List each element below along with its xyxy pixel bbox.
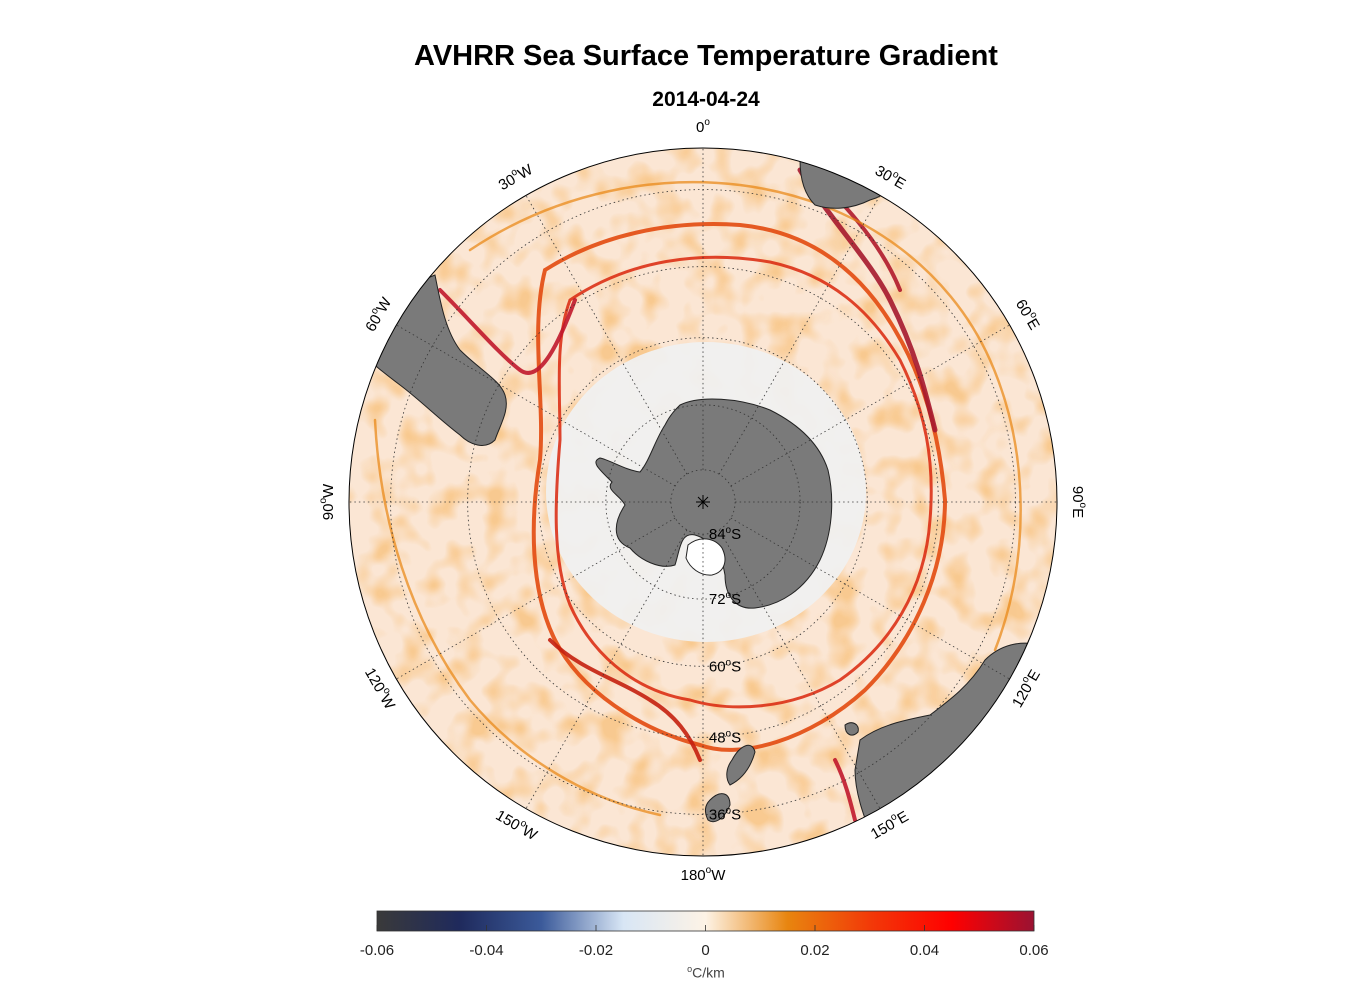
- longitude-label: 90oW: [318, 483, 337, 520]
- front-outer-west: [373, 418, 662, 817]
- map-disc: [349, 148, 1057, 856]
- latitude-labels: 84oS 72oS 60oS 48oS 36oS: [709, 525, 741, 823]
- front-outer: [468, 180, 1022, 652]
- front-south-pacific: [548, 638, 702, 762]
- front-polar: [554, 255, 933, 709]
- longitude-label: 60oW: [360, 293, 395, 335]
- front-subantarctic: [531, 222, 947, 752]
- colorbar-tick-label: 0.04: [909, 942, 940, 959]
- longitude-label: 30oW: [495, 159, 537, 194]
- colorbar-tick-label: -0.04: [469, 942, 504, 959]
- colorbar-tick-label: 0.06: [1019, 942, 1049, 959]
- chart-title: AVHRR Sea Surface Temperature Gradient: [414, 40, 998, 72]
- south-pole-marker: [696, 495, 710, 509]
- longitude-label: 90oE: [1069, 486, 1088, 518]
- colorbar-tick-label: 0.02: [800, 942, 830, 959]
- colorbar-tick-label: -0.02: [578, 942, 614, 959]
- latitude-label: 84oS: [709, 525, 741, 543]
- longitude-labels: 0o30oE60oE90oE120oE150oE180oW150oW120oW9…: [318, 117, 1089, 884]
- colorbar-tick-marks: [376, 925, 1035, 931]
- ice-shelves: [685, 538, 726, 576]
- longitude-label: 30oE: [872, 160, 910, 193]
- graticule: [349, 148, 1057, 856]
- latitude-label: 48oS: [709, 728, 741, 746]
- front-acc-east: [797, 167, 938, 433]
- parallel-72s: [605, 404, 801, 600]
- latitude-label: 36oS: [709, 805, 741, 823]
- colorbar-tick-label: -0.06: [359, 942, 395, 959]
- map-frame: [348, 147, 1058, 857]
- latitude-label: 72oS: [709, 590, 741, 608]
- longitude-label: 180oW: [681, 865, 727, 884]
- longitude-label: 60oE: [1012, 295, 1045, 333]
- longitude-label: 0o: [696, 117, 710, 136]
- antarctica: [595, 398, 833, 609]
- ocean-fronts: [373, 163, 1022, 822]
- latitude-label: 60oS: [709, 657, 741, 675]
- tasmania: [844, 722, 859, 736]
- colorbar-tick-label: 0: [701, 942, 710, 959]
- parallel-60s: [538, 337, 868, 667]
- front-brazil-malvinas: [438, 288, 577, 375]
- ross-ice-shelf: [685, 538, 726, 576]
- front-tasman: [833, 758, 857, 822]
- colorbar-unit: oC/km: [687, 964, 725, 981]
- new-zealand-north: [726, 744, 756, 786]
- chart-subtitle: 2014-04-24: [652, 88, 760, 111]
